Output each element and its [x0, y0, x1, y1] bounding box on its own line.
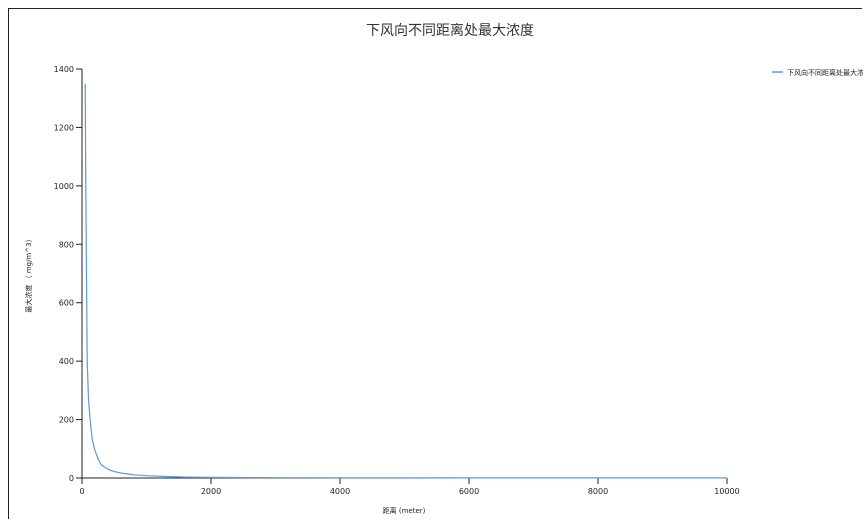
y-tick-label: 200	[59, 416, 74, 425]
x-tick-label: 8000	[588, 487, 608, 496]
y-axis-label: 最大浓度 （ mg/m^3）	[24, 235, 33, 312]
x-tick-label: 6000	[459, 487, 479, 496]
chart-svg: 下风向不同距离处最大浓度 0 200 400 600 800 1000 1200 1400 0…	[24, 22, 863, 515]
x-tick-label: 0	[79, 487, 84, 496]
y-ticks: 0 200 400 600 800 1000 1200 1400	[54, 65, 82, 483]
y-tick-label: 400	[59, 357, 74, 366]
x-ticks: 0 2000 4000 6000 8000 10000	[79, 478, 740, 496]
y-tick-label: 1400	[54, 65, 74, 74]
series-group	[84, 83, 727, 479]
chart-frame: 下风向不同距离处最大浓度 0 200 400 600 800 1000 1200 1400 0…	[8, 8, 863, 519]
legend-label: 下风向不同距离处最大浓度	[787, 68, 863, 77]
x-tick-label: 10000	[714, 487, 739, 496]
legend: 下风向不同距离处最大浓度	[772, 68, 863, 77]
y-tick-label: 600	[59, 299, 74, 308]
y-tick-label: 1000	[54, 182, 74, 191]
chart-title: 下风向不同距离处最大浓度	[366, 22, 534, 39]
x-tick-label: 4000	[330, 487, 350, 496]
y-tick-label: 0	[69, 474, 74, 483]
x-axis-label: 距离 (meter)	[383, 506, 426, 515]
x-tick-label: 2000	[201, 487, 221, 496]
y-tick-label: 800	[59, 240, 74, 249]
series-line	[84, 83, 727, 479]
y-tick-label: 1200	[54, 123, 74, 132]
